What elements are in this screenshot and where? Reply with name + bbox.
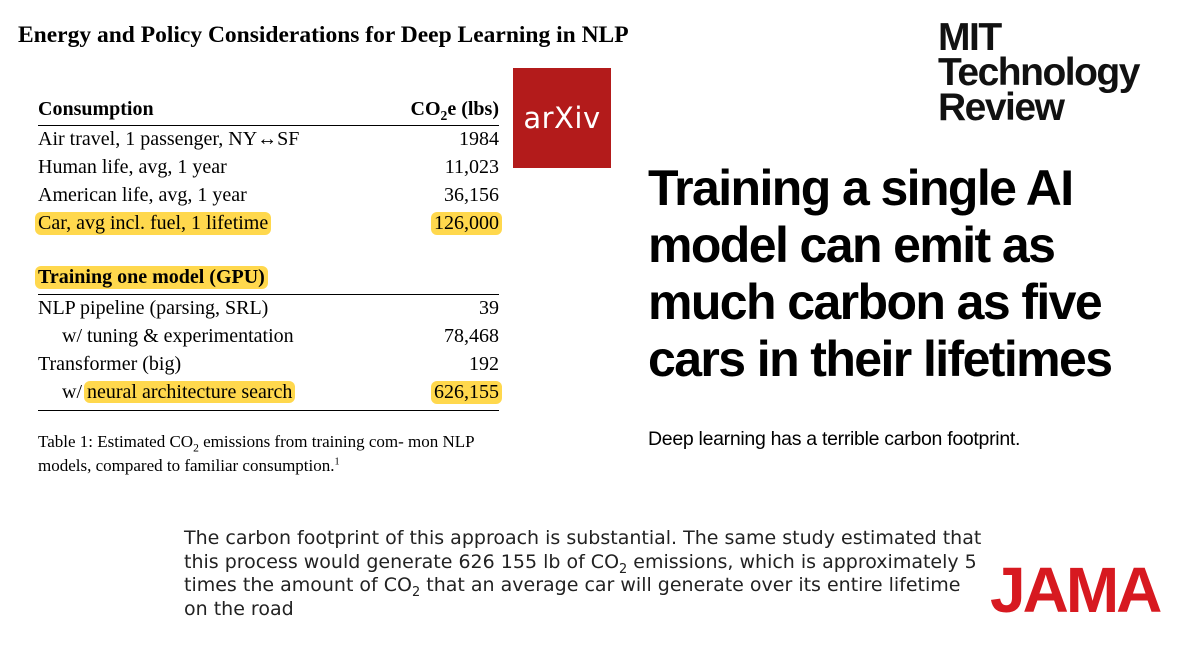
row-value: 78,468 [444,325,499,347]
row-value: 11,023 [444,156,499,178]
row-value: 39 [479,297,499,319]
article-headline: Training a single AI model can emit as m… [648,160,1113,387]
emissions-table: Consumption CO2e (lbs) Air travel, 1 pas… [35,98,502,418]
table-caption: Table 1: Estimated CO2 emissions from tr… [38,432,474,475]
logo-line: Technology [938,51,1140,94]
table-header-consumption: Consumption [38,98,154,120]
row-value: 126,000 [431,212,502,235]
row-label: w/ tuning & experimentation [62,325,294,347]
table-row: Human life, avg, 1 year 11,023 [38,156,499,184]
jama-logo: JAMA [990,554,1162,626]
article-dek: Deep learning has a terrible carbon foot… [648,428,1021,450]
row-label: American life, avg, 1 year [38,184,247,206]
row-value: 192 [469,353,499,375]
row-label: w/ neural architecture search [62,381,296,404]
training-section-header: Training one model (GPU) [35,266,499,294]
row-value: 626,155 [431,381,502,404]
table-row: NLP pipeline (parsing, SRL) 39 [38,297,499,325]
arxiv-logo: arXiv [513,68,611,168]
table-header-row: Consumption CO2e (lbs) [38,98,499,126]
row-label: Human life, avg, 1 year [38,156,227,178]
table-row: w/ tuning & experimentation 78,468 [38,325,499,353]
mit-technology-review-logo: MIT Technology Review [938,16,1140,129]
table-rule [38,125,499,126]
training-header-label: Training one model (GPU) [35,266,268,289]
table-header-co2: CO2e (lbs) [410,98,499,123]
row-label: Transformer (big) [38,353,182,375]
table-rule [38,294,499,295]
row-label: Air travel, 1 passenger, NY↔SF [38,128,300,150]
table-row: Air travel, 1 passenger, NY↔SF 1984 [38,128,499,156]
table-row-highlighted: w/ neural architecture search 626,155 [38,381,502,409]
jama-quote: The carbon footprint of this approach is… [184,527,982,620]
logo-line: Review [938,86,1065,129]
row-value: 1984 [459,128,499,150]
table-row: Transformer (big) 192 [38,353,499,381]
table-row-highlighted: Car, avg incl. fuel, 1 lifetime 126,000 [35,212,502,240]
paper-title: Energy and Policy Considerations for Dee… [18,22,629,48]
row-label: Car, avg incl. fuel, 1 lifetime [35,212,272,235]
logo-line: MIT [938,16,1002,59]
table-row: American life, avg, 1 year 36,156 [38,184,499,212]
row-label: NLP pipeline (parsing, SRL) [38,297,269,319]
table-bottom-rule [38,410,499,411]
row-value: 36,156 [444,184,499,206]
